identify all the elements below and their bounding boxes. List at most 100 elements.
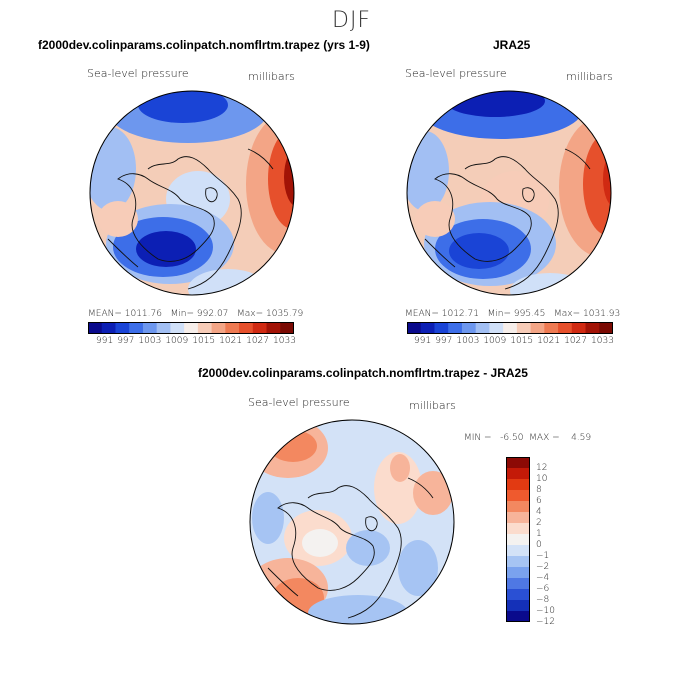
diff-minmax: MIN = -6.50 MAX = 4.59 bbox=[464, 433, 592, 443]
colorbar-swatch bbox=[489, 322, 504, 334]
colorbar-swatch bbox=[461, 322, 477, 334]
colorbar-swatch bbox=[475, 322, 490, 334]
season-title: DJF bbox=[332, 8, 372, 33]
colorbar-swatch bbox=[571, 322, 587, 334]
obs-variable-label: Sea-level pressure bbox=[405, 67, 507, 80]
colorbar-swatch bbox=[170, 322, 185, 334]
colorbar-swatch bbox=[420, 322, 435, 334]
colorbar-swatch bbox=[503, 322, 518, 334]
colorbar-swatch bbox=[434, 322, 449, 334]
colorbar-tick-label: 1021 bbox=[219, 336, 243, 346]
colorbar-swatch bbox=[88, 322, 103, 334]
colorbar-tick-label: 991 bbox=[96, 336, 114, 346]
colorbar-tick-label: 1015 bbox=[192, 336, 216, 346]
colorbar-swatch bbox=[599, 322, 613, 334]
model-coastlines bbox=[107, 148, 274, 290]
colorbar-tick-label: 10 bbox=[536, 474, 548, 484]
colorbar-tick-label: 4 bbox=[536, 507, 542, 517]
colorbar-tick-label: 1003 bbox=[138, 336, 162, 346]
obs-coastlines bbox=[424, 148, 591, 290]
colorbar-swatch bbox=[225, 322, 240, 334]
colorbar-swatch bbox=[266, 322, 281, 334]
colorbar-tick-label: 991 bbox=[414, 336, 432, 346]
colorbar-tick-label: 1033 bbox=[591, 336, 614, 346]
colorbar-swatch bbox=[156, 322, 171, 334]
colorbar-tick-label: 1009 bbox=[165, 336, 189, 346]
colorbar-swatch bbox=[506, 545, 530, 557]
obs-units-label: millibars bbox=[566, 70, 613, 83]
colorbar-swatch bbox=[506, 512, 530, 524]
colorbar-swatch bbox=[506, 523, 530, 535]
diff-map-border bbox=[249, 419, 455, 625]
obs-panel-title: JRA25 bbox=[493, 38, 531, 52]
model-stats: MEAN= 1011.76 Min= 992.07 Max= 1035.79 bbox=[88, 309, 304, 319]
colorbar-swatch bbox=[585, 322, 600, 334]
obs-colorbar-labels: 991 997 1003 1009 1015 1021 1027 1033 bbox=[414, 336, 614, 346]
diff-colorbar bbox=[506, 457, 530, 622]
model-colorbar bbox=[88, 322, 294, 334]
colorbar-swatch bbox=[115, 322, 130, 334]
colorbar-swatch bbox=[197, 322, 213, 334]
colorbar-tick-label: 1 bbox=[536, 529, 542, 539]
diff-variable-label: Sea-level pressure bbox=[248, 396, 350, 409]
colorbar-swatch bbox=[506, 534, 530, 546]
colorbar-tick-label: −6 bbox=[536, 584, 550, 594]
colorbar-tick-label: 6 bbox=[536, 496, 542, 506]
colorbar-swatch bbox=[252, 322, 268, 334]
colorbar-border bbox=[506, 457, 530, 622]
colorbar-tick-label: −10 bbox=[536, 606, 555, 616]
model-map-border bbox=[89, 90, 295, 296]
colorbar-swatch bbox=[184, 322, 199, 334]
colorbar-tick-label: −1 bbox=[536, 551, 550, 561]
colorbar-swatch bbox=[558, 322, 573, 334]
colorbar-border bbox=[407, 322, 613, 334]
obs-map-border bbox=[406, 90, 612, 296]
colorbar-swatch bbox=[506, 457, 530, 469]
colorbar-border bbox=[88, 322, 294, 334]
colorbar-swatch bbox=[506, 611, 530, 622]
colorbar-tick-label: 1003 bbox=[456, 336, 480, 346]
diff-panel-title: f2000dev.colinparams.colinpatch.nomflrtm… bbox=[198, 366, 528, 380]
obs-polar-map bbox=[406, 90, 612, 296]
colorbar-swatch bbox=[506, 567, 530, 579]
colorbar-swatch bbox=[239, 322, 254, 334]
colorbar-swatch bbox=[448, 322, 463, 334]
obs-slp-field bbox=[407, 91, 611, 295]
model-units-label: millibars bbox=[248, 70, 295, 83]
colorbar-swatch bbox=[506, 589, 530, 601]
model-panel-title: f2000dev.colinparams.colinpatch.nomflrtm… bbox=[38, 38, 370, 52]
colorbar-tick-label: −12 bbox=[536, 617, 555, 627]
colorbar-swatch bbox=[530, 322, 545, 334]
diff-units-label: millibars bbox=[409, 399, 456, 412]
colorbar-swatch bbox=[129, 322, 144, 334]
obs-colorbar bbox=[407, 322, 613, 334]
colorbar-swatch bbox=[544, 322, 559, 334]
colorbar-swatch bbox=[101, 322, 116, 334]
colorbar-tick-label: 1009 bbox=[483, 336, 507, 346]
colorbar-tick-label: 2 bbox=[536, 518, 542, 528]
colorbar-tick-label: 997 bbox=[117, 336, 135, 346]
model-variable-label: Sea-level pressure bbox=[87, 67, 189, 80]
model-colorbar-labels: 991 997 1003 1009 1015 1021 1027 1033 bbox=[96, 336, 296, 346]
model-polar-map bbox=[89, 90, 295, 296]
colorbar-tick-label: 0 bbox=[536, 540, 542, 550]
colorbar-swatch bbox=[142, 322, 158, 334]
colorbar-tick-label: 1021 bbox=[537, 336, 561, 346]
colorbar-swatch bbox=[506, 501, 530, 513]
obs-stats: MEAN= 1012.71 Min= 995.45 Max= 1031.93 bbox=[405, 309, 621, 319]
colorbar-tick-label: 997 bbox=[435, 336, 453, 346]
colorbar-swatch bbox=[506, 556, 530, 568]
colorbar-swatch bbox=[506, 468, 530, 480]
colorbar-swatch bbox=[280, 322, 294, 334]
colorbar-tick-label: −2 bbox=[536, 562, 550, 572]
colorbar-tick-label: 8 bbox=[536, 485, 542, 495]
colorbar-swatch bbox=[211, 322, 226, 334]
model-slp-field bbox=[90, 91, 294, 295]
colorbar-tick-label: −8 bbox=[536, 595, 550, 605]
colorbar-swatch bbox=[506, 600, 530, 612]
diff-slp-field bbox=[250, 420, 454, 624]
colorbar-tick-label: 1027 bbox=[246, 336, 269, 346]
colorbar-tick-label: 1027 bbox=[564, 336, 587, 346]
colorbar-swatch bbox=[516, 322, 532, 334]
diff-colorbar-labels: 12 10 8 6 4 2 1 0 −1 −2 −4 −6 −8 −10 −12 bbox=[536, 462, 566, 627]
